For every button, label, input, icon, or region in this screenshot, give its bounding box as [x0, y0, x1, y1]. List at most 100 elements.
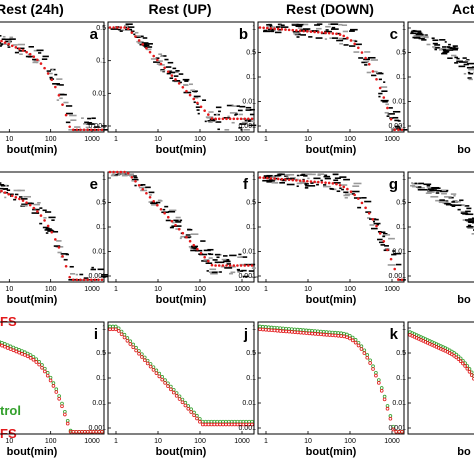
x-tick-label: 1	[114, 438, 118, 445]
data-point	[287, 178, 291, 182]
y-tick-label: 0.1	[246, 224, 256, 231]
data-point	[23, 353, 27, 357]
x-axis-label: bout(min)	[7, 446, 58, 458]
data-point	[335, 32, 338, 36]
x-axis-label: bout(min)	[156, 144, 207, 156]
panel-i: 10 100 1000 bout(min) i	[0, 321, 105, 458]
x-tick-label: 1000	[234, 136, 250, 143]
data-point	[166, 70, 170, 73]
data-point	[302, 29, 305, 33]
data-point	[198, 419, 202, 424]
data-point	[203, 255, 206, 259]
data-point	[309, 180, 313, 183]
data-point	[130, 31, 134, 34]
data-point	[262, 176, 265, 180]
data-point	[306, 179, 309, 183]
data-point	[140, 355, 144, 359]
data-point	[186, 406, 191, 411]
data-point	[338, 33, 342, 36]
panel-frame	[107, 21, 255, 133]
data-point	[151, 368, 156, 372]
data-point	[357, 197, 360, 200]
x-tick-label: 10	[304, 438, 312, 445]
data-point	[43, 369, 47, 374]
data-point	[177, 82, 181, 85]
x-axis-label: bout(min)	[156, 446, 207, 458]
series-mean-line	[258, 26, 404, 132]
data-point	[75, 278, 79, 282]
series-points	[0, 342, 104, 434]
data-point	[145, 46, 148, 50]
data-point	[276, 177, 280, 181]
data-point	[130, 175, 134, 179]
data-point	[456, 357, 461, 361]
data-point	[461, 361, 465, 366]
data-point	[170, 219, 174, 223]
y-tick-label: 0.001	[238, 123, 256, 130]
panel-f: 1 0.5 0.1 0.01 0.001 1 10 100 1000 bout(min) f	[88, 170, 259, 306]
x-axis-label: bo	[457, 294, 471, 306]
panel-letter: f	[243, 176, 249, 193]
data-point	[61, 103, 64, 106]
data-point	[3, 41, 7, 44]
data-point	[196, 101, 199, 105]
y-tick-label: 0.5	[96, 200, 106, 207]
data-point	[63, 412, 67, 417]
series-many-black-traces	[410, 182, 474, 235]
data-point	[137, 183, 141, 187]
data-point	[148, 195, 152, 199]
x-tick-label: 100	[194, 438, 206, 445]
data-point	[346, 36, 349, 40]
data-point	[360, 201, 364, 205]
y-tick-label: 0.001	[88, 425, 106, 432]
y-tick-label: 0.5	[96, 25, 106, 32]
data-point	[309, 30, 313, 33]
data-point	[374, 373, 378, 378]
data-point	[269, 177, 273, 180]
x-tick-label: 10	[5, 136, 13, 143]
x-tick-label: 100	[194, 136, 206, 143]
x-tick-label: 10	[304, 286, 312, 293]
data-point	[364, 56, 367, 60]
data-point	[34, 360, 39, 364]
data-point	[287, 28, 291, 32]
data-point	[378, 232, 382, 235]
data-point	[217, 264, 221, 267]
x-tick-label: 1	[114, 286, 118, 293]
data-point	[382, 96, 386, 99]
y-tick-label: 0.01	[392, 249, 406, 256]
data-point	[89, 278, 93, 282]
data-point	[181, 85, 185, 89]
data-point	[79, 278, 82, 282]
data-point	[10, 44, 14, 48]
data-point	[57, 246, 61, 249]
data-point	[276, 27, 280, 31]
series-mean-line	[0, 189, 104, 282]
data-point	[0, 39, 3, 43]
data-point	[122, 335, 127, 340]
data-point	[177, 397, 182, 401]
data-point	[327, 181, 331, 185]
y-tick-label: 0.01	[242, 400, 256, 407]
data-point	[469, 373, 474, 377]
data-point	[298, 179, 302, 182]
data-point	[86, 278, 89, 282]
data-point	[346, 187, 349, 191]
data-point	[467, 369, 472, 374]
panel-d: 1 0.5 0.1 0.01 0.001 bo	[388, 21, 474, 156]
data-point	[331, 182, 335, 185]
data-point	[385, 406, 390, 411]
data-point	[128, 342, 133, 346]
data-point	[137, 351, 141, 356]
data-point	[8, 347, 13, 351]
data-point	[367, 211, 371, 215]
y-tick-label: 0.5	[396, 350, 406, 357]
column-title-rest-down: Rest (DOWN)	[286, 1, 374, 17]
data-point	[284, 28, 287, 31]
x-axis-label: bout(min)	[306, 294, 357, 306]
data-point	[159, 62, 163, 66]
y-tick-label: 0.001	[238, 425, 256, 432]
data-point	[48, 378, 53, 383]
data-point	[338, 183, 342, 187]
